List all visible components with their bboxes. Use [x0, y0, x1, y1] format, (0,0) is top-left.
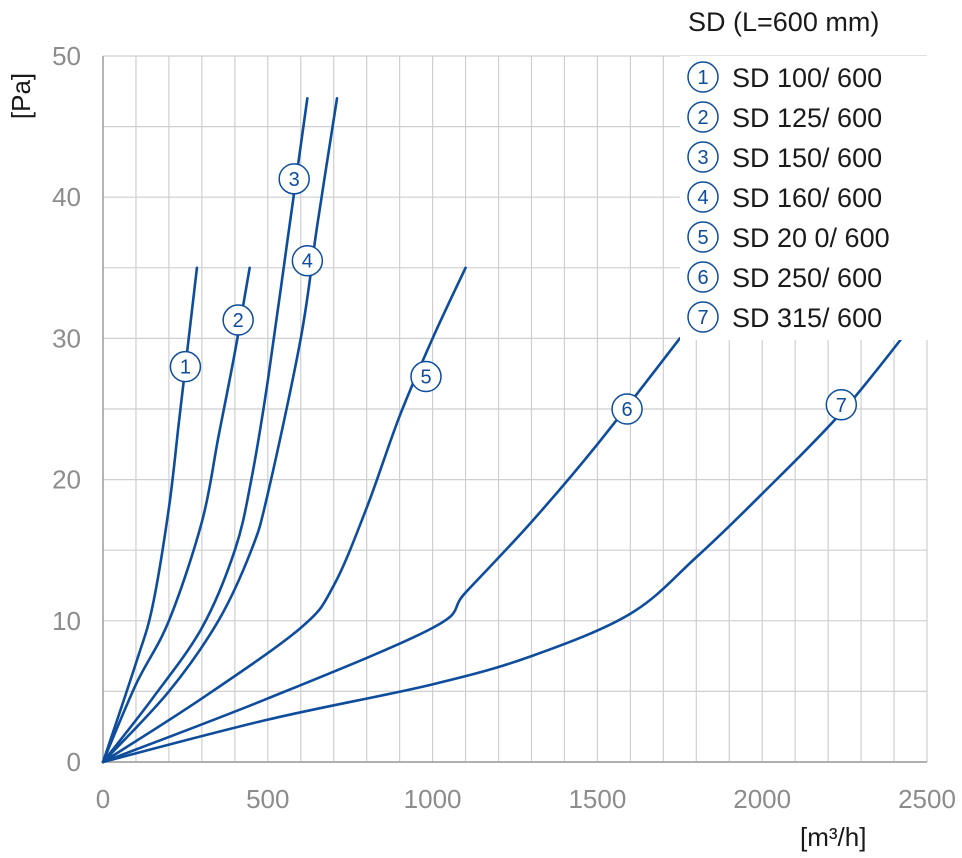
legend-label: SD 20 0/ 600 — [732, 223, 890, 253]
curve-marker-circle — [611, 393, 643, 425]
curve-marker-2: 2 — [222, 304, 254, 336]
curve-marker-number: 4 — [302, 251, 313, 273]
grid — [102, 55, 928, 763]
curve-marker-number: 7 — [836, 395, 847, 417]
x-tick-label: 500 — [246, 784, 289, 814]
curve-marker-circle — [222, 304, 254, 336]
legend-marker-number: 5 — [697, 227, 708, 249]
curve-marker-circle — [169, 350, 202, 383]
x-tick-label: 2500 — [898, 784, 956, 814]
curve-marker-3: 3 — [278, 163, 310, 195]
legend-marker-number: 3 — [697, 147, 708, 169]
curve-marker-6: 6 — [611, 393, 643, 425]
legend-item: 4 SD 160/ 600 — [687, 181, 882, 213]
x-tick-label: 2000 — [733, 784, 791, 814]
curve-marker-circle — [825, 389, 858, 421]
legend-label: SD 150/ 600 — [732, 143, 882, 173]
curve-markers: 1 2 3 4 5 6 7 — [169, 163, 858, 425]
legend-marker — [687, 181, 719, 213]
legend-marker — [687, 61, 719, 93]
legend-marker-number: 6 — [697, 267, 708, 289]
curve-marker-5: 5 — [410, 360, 442, 393]
curve-marker-circle — [278, 163, 310, 195]
legend-item: 2 SD 125/ 600 — [687, 101, 882, 133]
curves — [101, 97, 925, 764]
x-tick-label: 0 — [96, 784, 110, 814]
curve-marker-4: 4 — [291, 244, 324, 277]
curve-marker-number: 6 — [622, 399, 633, 421]
legend-label: SD 160/ 600 — [732, 183, 882, 213]
legend-marker-number: 4 — [697, 187, 708, 209]
legend-marker — [687, 101, 719, 133]
legend-label: SD 100/ 600 — [732, 63, 882, 93]
series-line-4 — [101, 97, 339, 764]
curve-marker-circle — [291, 244, 324, 277]
legend-item: 3 SD 150/ 600 — [687, 141, 882, 173]
y-axis-label: [Pa] — [6, 73, 36, 119]
y-tick-label: 10 — [52, 606, 81, 636]
chart-title: SD (L=600 mm) — [688, 7, 879, 37]
legend-marker — [687, 261, 719, 293]
legend-label: SD 125/ 600 — [732, 103, 882, 133]
y-tick-label: 0 — [67, 747, 81, 777]
legend-label: SD 315/ 600 — [732, 303, 882, 333]
series-line-1 — [101, 266, 199, 764]
legend-item: 6 SD 250/ 600 — [687, 261, 882, 293]
curve-marker-number: 2 — [233, 310, 244, 332]
legend-background — [680, 56, 929, 340]
y-tick-label: 20 — [52, 465, 81, 495]
y-tick-label: 30 — [52, 323, 81, 353]
legend-marker — [687, 221, 719, 253]
legend: 1 SD 100/ 600 2 SD 125/ 600 3 SD 150/ 600 4 SD … — [680, 56, 929, 340]
legend-marker — [687, 301, 719, 333]
y-tick-label: 50 — [52, 41, 81, 71]
legend-marker-number: 1 — [697, 67, 708, 89]
series-line-6 — [101, 337, 682, 764]
legend-label: SD 250/ 600 — [732, 263, 882, 293]
series-line-2 — [101, 266, 251, 764]
curve-marker-1: 1 — [169, 350, 202, 383]
curve-marker-7: 7 — [825, 389, 858, 421]
series-line-3 — [101, 97, 309, 764]
legend-marker-number: 7 — [697, 307, 708, 329]
curve-marker-circle — [410, 360, 442, 393]
series-line-5 — [101, 266, 467, 764]
curve-marker-number: 1 — [180, 357, 191, 379]
curve-marker-number: 5 — [420, 367, 431, 389]
legend-marker-number: 2 — [697, 107, 708, 129]
legend-item: 1 SD 100/ 600 — [687, 61, 882, 93]
y-tick-label: 40 — [52, 182, 81, 212]
curve-marker-number: 3 — [289, 169, 300, 191]
series-line-7 — [101, 308, 925, 764]
legend-item: 7 SD 315/ 600 — [687, 301, 882, 333]
axes: 0 500 1000 1500 2000 2500 0 10 20 30 40 50 — [52, 41, 956, 814]
legend-item: 5 SD 20 0/ 600 — [687, 221, 890, 253]
x-tick-label: 1000 — [404, 784, 462, 814]
x-tick-label: 1500 — [568, 784, 626, 814]
legend-marker — [687, 141, 719, 173]
x-axis-label: [m³/h] — [800, 822, 866, 852]
